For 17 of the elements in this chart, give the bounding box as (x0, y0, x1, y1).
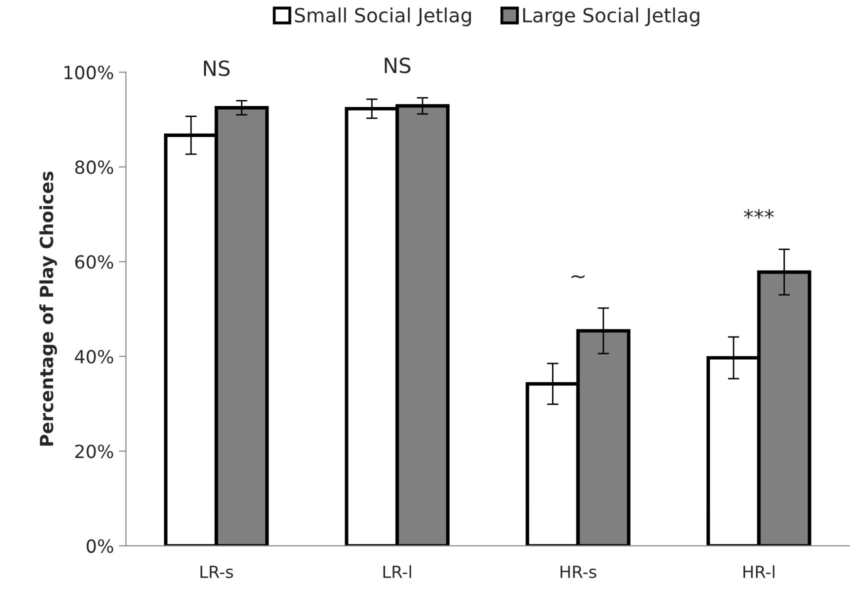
y-tick-label: 20% (75, 444, 114, 458)
annotation: NS (204, 60, 230, 76)
x-tick-label: HR-s (560, 566, 596, 578)
x-tick-label: HR-l (743, 565, 774, 578)
annotation: ~ (572, 274, 585, 279)
y-tick-label: 0% (86, 539, 114, 553)
annotation: NS (384, 58, 410, 74)
y-tick-label: 40% (74, 350, 114, 364)
legend-label: Small Social Jetlag (294, 7, 471, 26)
annotation: *** (744, 209, 774, 219)
y-tick-label: 100% (64, 66, 114, 80)
legend-label: Large Social Jetlag (523, 7, 700, 26)
x-tick-label: LR-l (383, 565, 412, 578)
y-tick-label: 80% (75, 160, 114, 174)
x-tick-label: LR-s (200, 566, 233, 578)
y-tick-label: 60% (75, 255, 114, 269)
y-axis-title: Percentage of Play Choices (39, 172, 57, 446)
